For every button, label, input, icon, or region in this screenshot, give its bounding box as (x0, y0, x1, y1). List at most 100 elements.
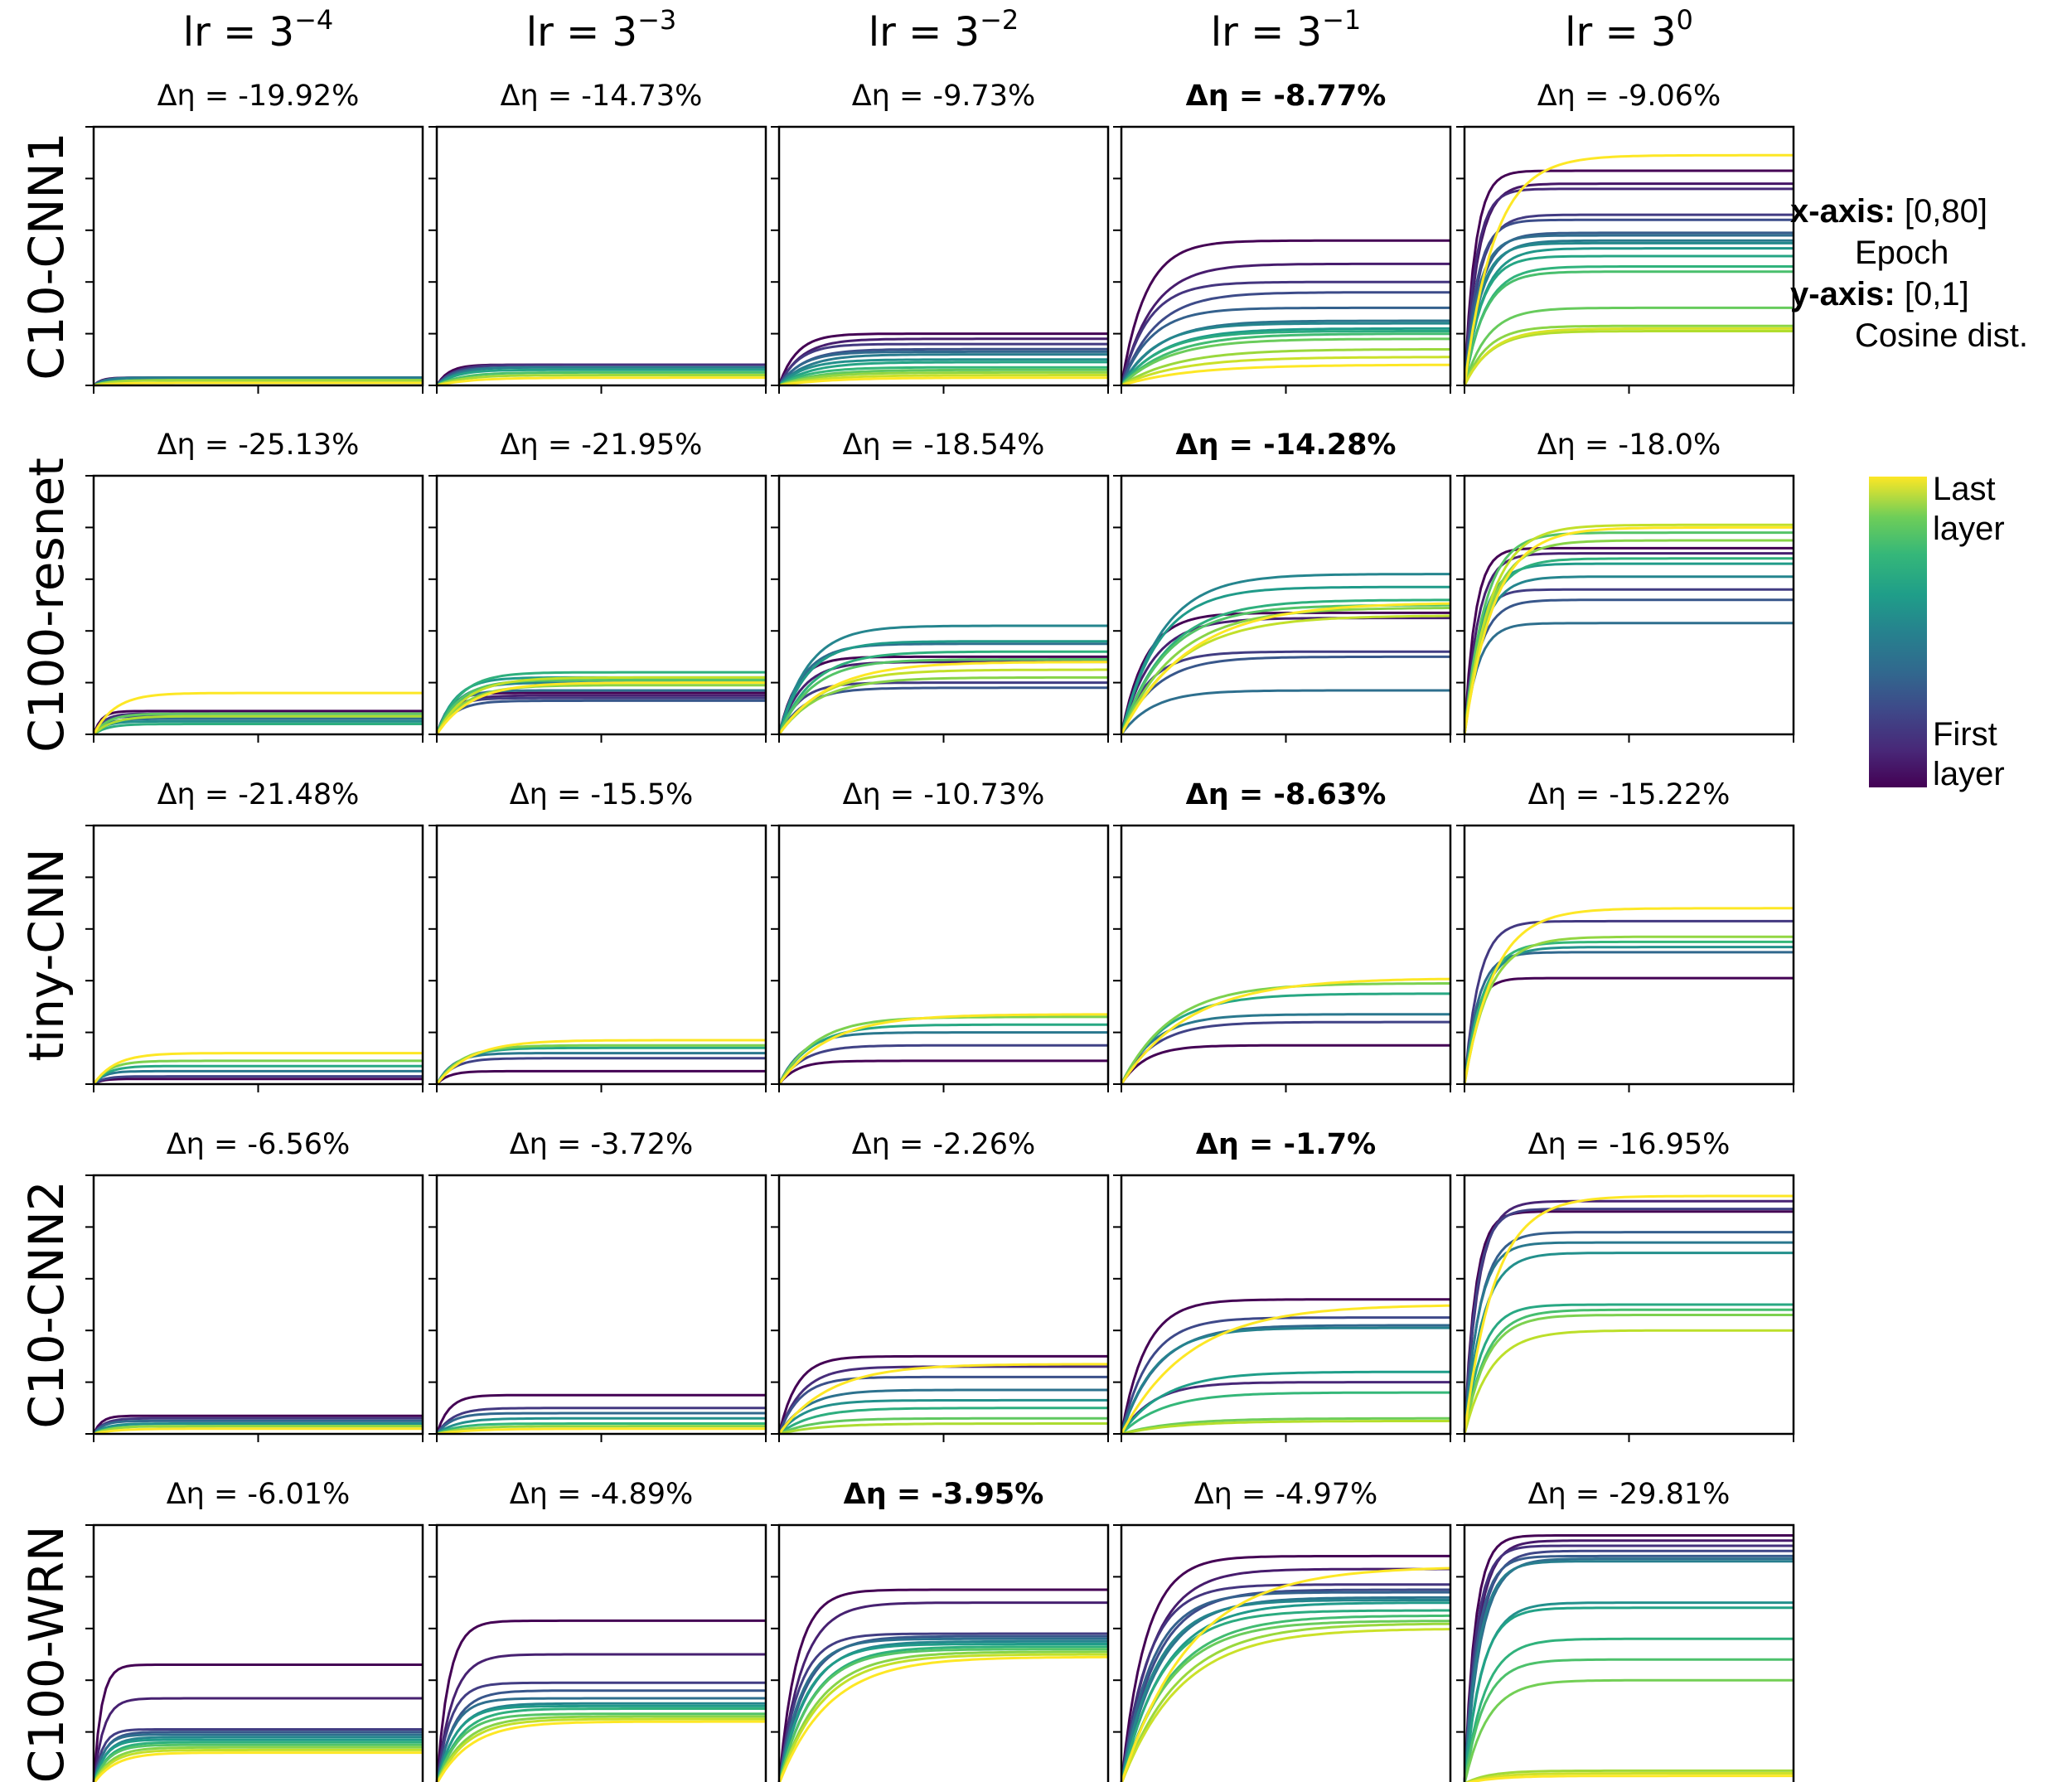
panel: Δη = -10.73% (771, 778, 1108, 1092)
panel-title: Δη = -8.63% (1186, 778, 1387, 811)
series-line (437, 378, 766, 385)
series-line (1464, 220, 1794, 385)
series-line (1464, 1305, 1794, 1434)
series-line (1464, 1253, 1794, 1434)
colorbar-top-line2: layer (1933, 509, 2072, 549)
panel: Δη = -4.89% (428, 1478, 766, 1782)
series-line (1121, 1615, 1450, 1782)
series-line (779, 1424, 1108, 1435)
panel-title: Δη = -6.01% (167, 1478, 351, 1511)
panel-frame (1464, 1525, 1794, 1782)
series-line (1464, 1541, 1794, 1782)
series-line (1121, 357, 1450, 385)
panel-frame (94, 826, 423, 1084)
series-line (779, 1400, 1108, 1434)
series-line (779, 1590, 1108, 1782)
panel: Δη = -9.73% (771, 80, 1108, 394)
series-line (1464, 1659, 1794, 1782)
series-line (1464, 978, 1794, 1084)
series-line (1464, 589, 1794, 734)
series-line (779, 1652, 1108, 1782)
panel-title: Δη = -19.92% (157, 80, 360, 113)
column-header: lr = 30 (1565, 4, 1693, 56)
series-line (1464, 921, 1794, 1084)
column-header: lr = 3−1 (1211, 4, 1362, 56)
series-line (779, 1654, 1108, 1782)
panel-title: Δη = -16.95% (1528, 1128, 1731, 1161)
panel-title: Δη = -21.95% (501, 429, 703, 462)
series-line (1464, 1546, 1794, 1782)
panel: Δη = -18.0% (1456, 429, 1794, 743)
column-header: lr = 3−4 (183, 4, 334, 56)
panel: Δη = -18.54% (771, 429, 1108, 743)
panel: Δη = -29.81% (1456, 1478, 1794, 1782)
series-line (1121, 574, 1450, 734)
series-line (1464, 332, 1794, 386)
y-axis-title: y-axis: (1790, 276, 1895, 312)
panel-title: Δη = -4.89% (510, 1478, 694, 1511)
series-line (1121, 994, 1450, 1084)
panel-frame (94, 476, 423, 734)
series-line (1121, 651, 1450, 734)
x-axis-range: [0,80] (1905, 193, 1987, 230)
series-line (1464, 326, 1794, 385)
series-line (1121, 1629, 1450, 1782)
panel: Δη = -14.28% (1113, 429, 1450, 743)
series-line (1464, 540, 1794, 734)
colorbar-top-label: Last layer (1933, 469, 2072, 549)
colorbar-bottom-label: First layer (1933, 714, 2072, 794)
series-line (1464, 307, 1794, 385)
series-line (94, 1665, 423, 1782)
series-line (1464, 908, 1794, 1084)
series-line (779, 1657, 1108, 1782)
panel-title: Δη = -18.0% (1537, 429, 1721, 462)
series-line (779, 1045, 1108, 1084)
series-line (1464, 256, 1794, 385)
series-line (1121, 1318, 1450, 1434)
panel-title: Δη = -14.73% (501, 80, 703, 113)
series-line (1464, 600, 1794, 734)
panel-title: Δη = -15.22% (1528, 778, 1731, 811)
row-label: C100-resnet (18, 458, 75, 753)
panel: Δη = -19.92% (85, 80, 423, 394)
series-line (437, 1717, 766, 1782)
series-line (779, 1061, 1108, 1084)
column-header: lr = 3−3 (526, 4, 677, 56)
panel-title: Δη = -2.26% (852, 1128, 1036, 1161)
series-line (779, 662, 1108, 734)
panel: Δη = -8.63% (1113, 778, 1450, 1092)
row-label: tiny-CNN (18, 848, 75, 1061)
series-line (1121, 1590, 1450, 1782)
panel: Δη = -3.95% (771, 1478, 1108, 1782)
series-line (779, 1644, 1108, 1782)
series-line (1121, 1045, 1450, 1084)
panel: Δη = -21.48% (85, 778, 423, 1092)
series-line (1121, 690, 1450, 734)
series-line (1464, 525, 1794, 734)
series-line (1121, 1421, 1450, 1434)
panel-title: Δη = -4.97% (1194, 1478, 1378, 1511)
series-line (94, 724, 423, 735)
series-line (437, 1071, 766, 1084)
series-line (1464, 1551, 1794, 1782)
series-line (1464, 1608, 1794, 1782)
series-line (1464, 328, 1794, 385)
panel: Δη = -14.73% (428, 80, 766, 394)
panel: Δη = -21.95% (428, 429, 766, 743)
panel: Δη = -3.72% (428, 1128, 766, 1442)
series-line (1464, 937, 1794, 1084)
series-line (94, 1753, 423, 1782)
series-line (1464, 1562, 1794, 1782)
series-line (1121, 605, 1450, 734)
series-line (1121, 1022, 1450, 1084)
series-line (1121, 365, 1450, 385)
panel: Δη = -15.5% (428, 778, 766, 1092)
panel-frame (1121, 1175, 1450, 1434)
series-line (1464, 1330, 1794, 1434)
panel: Δη = -4.97% (1113, 1478, 1450, 1782)
panel-title: Δη = -8.77% (1186, 80, 1387, 113)
series-line (1464, 1232, 1794, 1434)
panel-frame (1121, 1525, 1450, 1782)
row-label: C100-WRN (18, 1526, 75, 1782)
